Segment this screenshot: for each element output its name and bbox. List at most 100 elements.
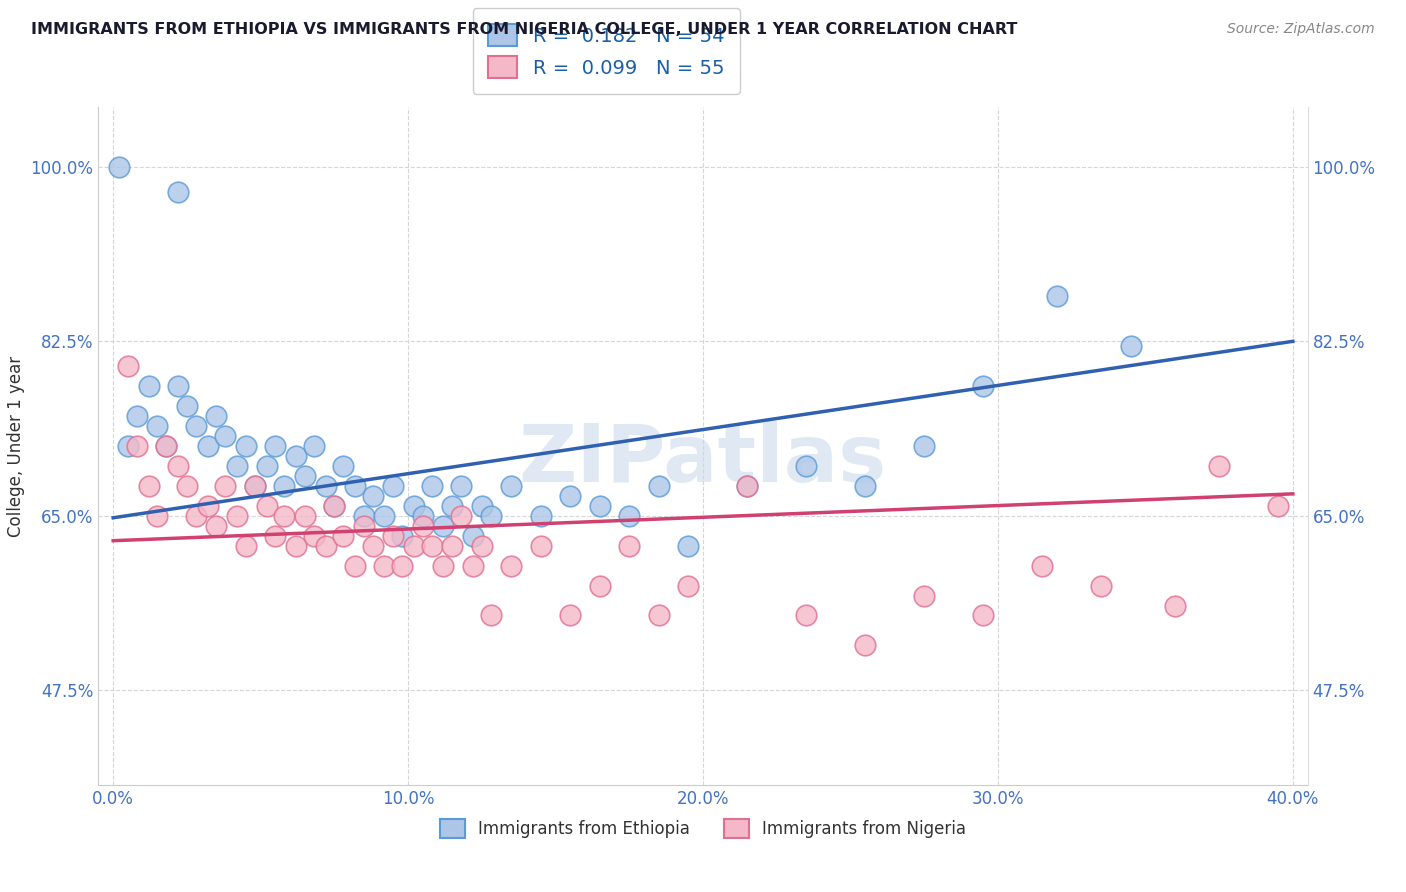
- Point: [461, 529, 484, 543]
- Point: [264, 439, 287, 453]
- Point: [373, 508, 395, 523]
- Point: [273, 508, 295, 523]
- Point: [391, 558, 413, 573]
- Point: [972, 608, 994, 623]
- Point: [197, 499, 219, 513]
- Point: [471, 499, 494, 513]
- Point: [117, 439, 139, 453]
- Point: [323, 499, 346, 513]
- Point: [420, 539, 443, 553]
- Point: [501, 479, 523, 493]
- Point: [353, 518, 375, 533]
- Point: [1046, 289, 1069, 303]
- Point: [155, 439, 177, 453]
- Point: [302, 439, 325, 453]
- Point: [155, 439, 177, 453]
- Point: [167, 379, 190, 393]
- Point: [235, 539, 257, 553]
- Point: [678, 539, 700, 553]
- Point: [138, 479, 160, 493]
- Point: [176, 479, 198, 493]
- Point: [735, 479, 758, 493]
- Point: [412, 508, 434, 523]
- Point: [530, 508, 553, 523]
- Point: [138, 379, 160, 393]
- Point: [441, 539, 464, 553]
- Point: [589, 499, 612, 513]
- Point: [794, 458, 817, 473]
- Point: [912, 439, 935, 453]
- Point: [226, 458, 249, 473]
- Point: [315, 479, 337, 493]
- Legend: Immigrants from Ethiopia, Immigrants from Nigeria: Immigrants from Ethiopia, Immigrants fro…: [433, 812, 973, 845]
- Point: [530, 539, 553, 553]
- Point: [343, 558, 366, 573]
- Y-axis label: College, Under 1 year: College, Under 1 year: [7, 355, 25, 537]
- Point: [294, 508, 316, 523]
- Point: [243, 479, 266, 493]
- Point: [343, 479, 366, 493]
- Point: [264, 529, 287, 543]
- Point: [560, 489, 582, 503]
- Point: [619, 508, 641, 523]
- Point: [235, 439, 257, 453]
- Point: [1090, 578, 1112, 592]
- Point: [479, 608, 502, 623]
- Point: [302, 529, 325, 543]
- Point: [735, 479, 758, 493]
- Text: Source: ZipAtlas.com: Source: ZipAtlas.com: [1227, 22, 1375, 37]
- Point: [285, 539, 308, 553]
- Point: [432, 558, 454, 573]
- Point: [125, 409, 148, 423]
- Point: [1164, 599, 1187, 613]
- Point: [125, 439, 148, 453]
- Point: [184, 508, 207, 523]
- Point: [853, 639, 876, 653]
- Point: [285, 449, 308, 463]
- Point: [205, 518, 228, 533]
- Point: [391, 529, 413, 543]
- Point: [214, 429, 236, 443]
- Point: [589, 578, 612, 592]
- Point: [648, 608, 671, 623]
- Point: [184, 419, 207, 434]
- Point: [648, 479, 671, 493]
- Point: [332, 458, 354, 473]
- Point: [243, 479, 266, 493]
- Point: [167, 458, 190, 473]
- Text: ZIPatlas: ZIPatlas: [519, 420, 887, 499]
- Point: [353, 508, 375, 523]
- Point: [361, 489, 384, 503]
- Point: [273, 479, 295, 493]
- Point: [450, 508, 472, 523]
- Point: [619, 539, 641, 553]
- Point: [382, 479, 405, 493]
- Point: [146, 508, 169, 523]
- Point: [294, 469, 316, 483]
- Point: [853, 479, 876, 493]
- Point: [450, 479, 472, 493]
- Point: [402, 499, 425, 513]
- Point: [256, 499, 278, 513]
- Point: [471, 539, 494, 553]
- Point: [323, 499, 346, 513]
- Point: [794, 608, 817, 623]
- Point: [315, 539, 337, 553]
- Point: [373, 558, 395, 573]
- Point: [332, 529, 354, 543]
- Point: [256, 458, 278, 473]
- Point: [1031, 558, 1053, 573]
- Point: [402, 539, 425, 553]
- Point: [412, 518, 434, 533]
- Point: [1267, 499, 1289, 513]
- Point: [205, 409, 228, 423]
- Point: [167, 185, 190, 199]
- Point: [560, 608, 582, 623]
- Point: [108, 160, 131, 174]
- Point: [972, 379, 994, 393]
- Point: [117, 359, 139, 374]
- Point: [479, 508, 502, 523]
- Point: [501, 558, 523, 573]
- Text: IMMIGRANTS FROM ETHIOPIA VS IMMIGRANTS FROM NIGERIA COLLEGE, UNDER 1 YEAR CORREL: IMMIGRANTS FROM ETHIOPIA VS IMMIGRANTS F…: [31, 22, 1018, 37]
- Point: [361, 539, 384, 553]
